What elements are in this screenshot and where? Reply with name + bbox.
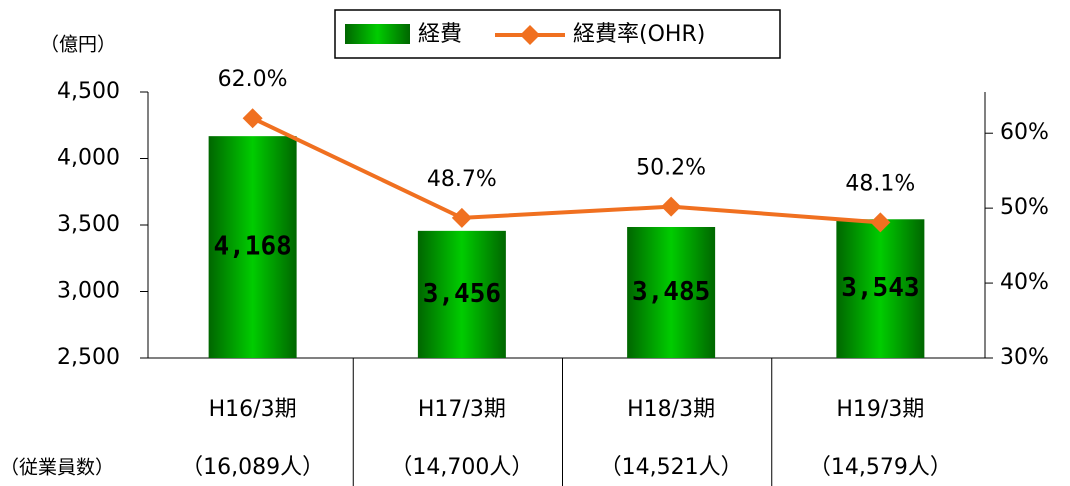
line-value-label: 48.7% <box>427 167 497 192</box>
bar-value-label: 3,456 <box>423 279 501 309</box>
bar-value-label: 3,485 <box>632 277 710 307</box>
line-value-label: 62.0% <box>218 67 288 92</box>
y-tick-label: 4,000 <box>57 146 120 171</box>
line <box>251 116 881 225</box>
line-value-label: 50.2% <box>636 156 706 181</box>
bar <box>836 219 925 358</box>
legend-label: 経費率(OHR) <box>573 22 705 47</box>
bar-value-label: 4,168 <box>213 232 291 262</box>
x-tick-label: H17/3期 <box>418 397 506 422</box>
line-marker <box>870 212 891 233</box>
x-tick-label: H19/3期 <box>836 397 924 422</box>
line-marker <box>242 108 263 129</box>
employee-label: （14,700人） <box>390 455 533 480</box>
y-tick-label: 3,500 <box>57 212 120 237</box>
employee-label: （16,089人） <box>181 455 324 480</box>
y-tick-label: 4,500 <box>57 79 120 104</box>
bar <box>627 226 716 358</box>
y2-tick-label: 60% <box>1000 120 1049 145</box>
employee-label: （14,579人） <box>809 455 952 480</box>
y2-tick-label: 50% <box>1000 195 1049 220</box>
legend-marker <box>520 25 540 45</box>
x-tick-label: H18/3期 <box>627 397 715 422</box>
y-axis-label: （億円） <box>40 34 116 56</box>
bar-value-label: 3,543 <box>841 273 919 303</box>
employee-label: （14,521人） <box>600 455 743 480</box>
y-tick-label: 2,500 <box>57 345 120 370</box>
row-label: （従業員数） <box>0 457 114 479</box>
y2-tick-label: 40% <box>1000 270 1049 295</box>
line-marker <box>661 196 682 217</box>
y-tick-label: 3,000 <box>57 279 120 304</box>
legend-swatch <box>345 24 410 44</box>
bar <box>208 136 297 358</box>
line-marker <box>451 207 472 228</box>
y2-tick-label: 30% <box>1000 345 1049 370</box>
line-value-label: 48.1% <box>845 171 915 196</box>
bar <box>417 230 506 358</box>
x-tick-label: H16/3期 <box>209 397 297 422</box>
legend-label: 経費 <box>418 22 462 47</box>
